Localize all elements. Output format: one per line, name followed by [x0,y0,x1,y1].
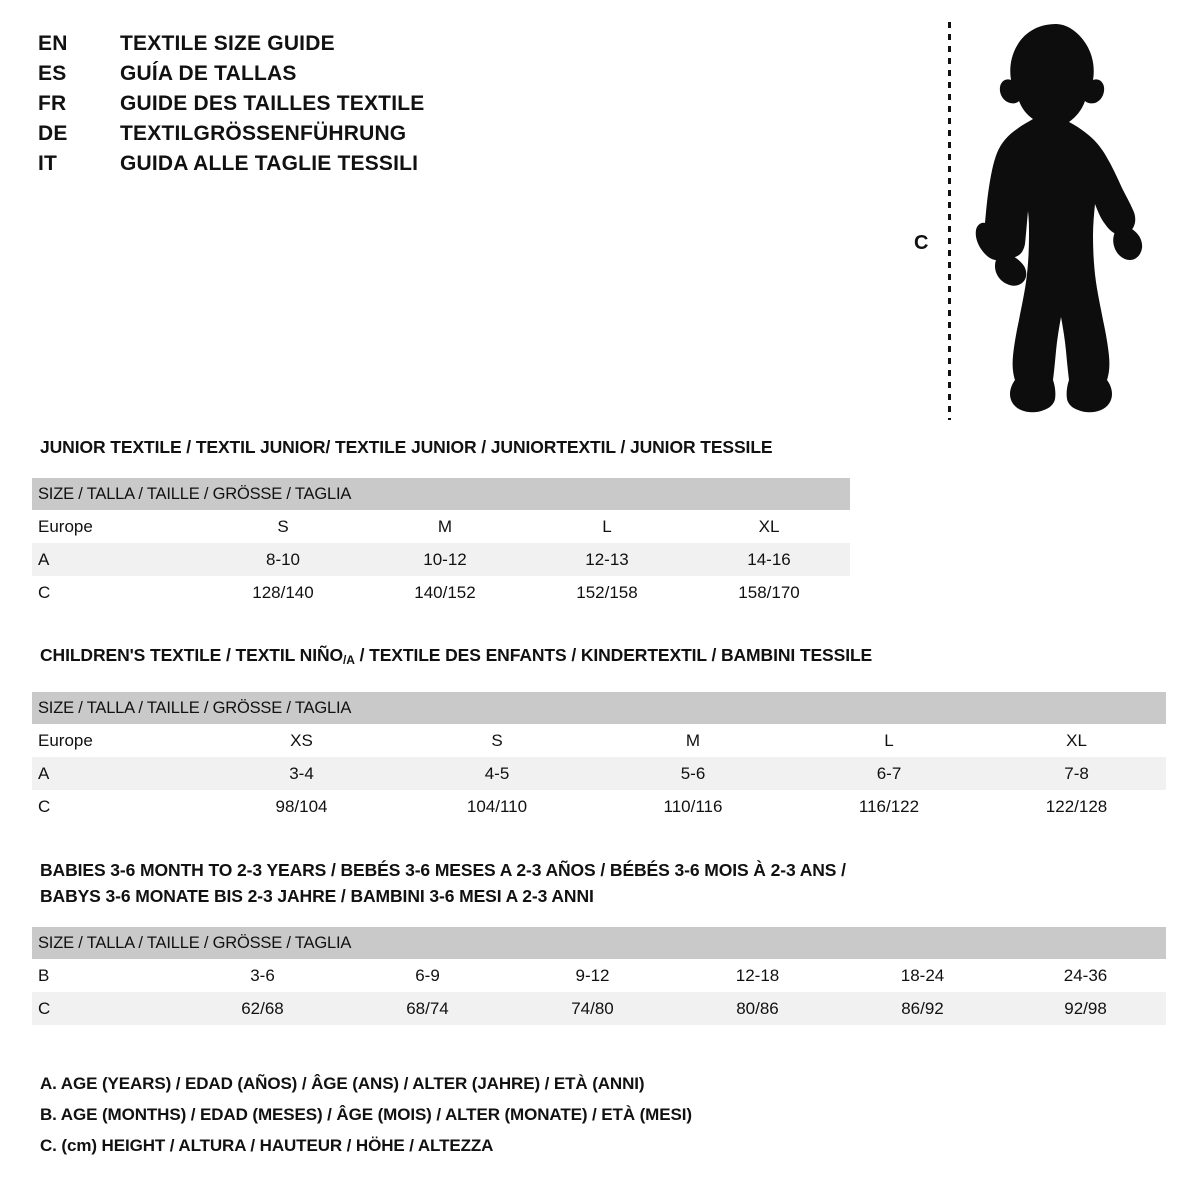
legend-line-b: B. AGE (MONTHS) / EDAD (MESES) / ÂGE (MO… [40,1105,692,1124]
junior-height-m: 140/152 [364,576,526,609]
children-age-m: 5-6 [595,757,791,790]
children-size-s: S [399,724,595,757]
language-row-en: EN TEXTILE SIZE GUIDE [38,32,558,62]
children-age-xl: 7-8 [987,757,1167,790]
children-table-bar-row: SIZE / TALLA / TAILLE / GRÖSSE / TAGLIA [32,692,1167,724]
babies-height-1: 62/68 [180,992,345,1025]
junior-size-xl: XL [688,510,851,543]
height-measure-label: C [914,232,929,254]
language-code-it: IT [38,152,58,175]
table-row: C 128/140 140/152 152/158 158/170 [32,576,851,609]
babies-row-label-c: C [32,992,180,1025]
babies-height-2: 68/74 [345,992,510,1025]
legend-line-a: A. AGE (YEARS) / EDAD (AÑOS) / ÂGE (ANS)… [40,1074,645,1093]
babies-months-5: 18-24 [840,959,1005,992]
toddler-silhouette-icon [958,22,1158,425]
children-height-m: 110/116 [595,790,791,823]
babies-height-3: 74/80 [510,992,675,1025]
junior-size-table: SIZE / TALLA / TAILLE / GRÖSSE / TAGLIA … [32,478,851,609]
babies-size-bar-label: SIZE / TALLA / TAILLE / GRÖSSE / TAGLIA [32,927,1167,959]
section-title-babies-line2: BABYS 3-6 MONATE BIS 2-3 JAHRE / BAMBINI… [40,886,594,906]
language-row-it: IT GUIDA ALLE TAGLIE TESSILI [38,152,558,182]
babies-row-label-b: B [32,959,180,992]
table-row: Europe XS S M L XL [32,724,1167,757]
language-row-es: ES GUÍA DE TALLAS [38,62,558,92]
junior-size-l: L [526,510,688,543]
language-title-es: GUÍA DE TALLAS [120,62,297,85]
children-age-xs: 3-4 [204,757,399,790]
babies-months-3: 9-12 [510,959,675,992]
section-title-babies-line1: BABIES 3-6 MONTH TO 2-3 YEARS / BEBÉS 3-… [40,860,846,880]
children-age-s: 4-5 [399,757,595,790]
section-title-children-pre: CHILDREN'S TEXTILE / TEXTIL NIÑO [40,645,344,665]
junior-row-label-a: A [32,543,202,576]
babies-months-2: 6-9 [345,959,510,992]
height-illustration: C [900,14,1180,424]
section-title-children-post: / TEXTILE DES ENFANTS / KINDERTEXTIL / B… [354,645,873,665]
children-row-label-a: A [32,757,204,790]
table-row: C 62/68 68/74 74/80 80/86 86/92 92/98 [32,992,1167,1025]
junior-size-s: S [202,510,364,543]
children-row-label-c: C [32,790,204,823]
children-height-xl: 122/128 [987,790,1167,823]
language-title-en: TEXTILE SIZE GUIDE [120,32,335,55]
junior-row-label-europe: Europe [32,510,202,543]
junior-height-s: 128/140 [202,576,364,609]
junior-age-s: 8-10 [202,543,364,576]
table-row: A 3-4 4-5 5-6 6-7 7-8 [32,757,1167,790]
babies-height-4: 80/86 [675,992,840,1025]
babies-height-6: 92/98 [1005,992,1167,1025]
legend: A. AGE (YEARS) / EDAD (AÑOS) / ÂGE (ANS)… [40,1068,692,1161]
legend-line-c: C. (cm) HEIGHT / ALTURA / HAUTEUR / HÖHE… [40,1136,494,1155]
junior-age-m: 10-12 [364,543,526,576]
language-title-it: GUIDA ALLE TAGLIE TESSILI [120,152,419,175]
junior-height-xl: 158/170 [688,576,851,609]
babies-months-6: 24-36 [1005,959,1167,992]
language-row-de: DE TEXTILGRÖSSENFÜHRUNG [38,122,558,152]
language-row-fr: FR GUIDE DES TAILLES TEXTILE [38,92,558,122]
height-dotted-line [948,22,951,420]
junior-table-bar-row: SIZE / TALLA / TAILLE / GRÖSSE / TAGLIA [32,478,851,510]
language-title-de: TEXTILGRÖSSENFÜHRUNG [120,122,407,145]
babies-months-1: 3-6 [180,959,345,992]
language-header: EN TEXTILE SIZE GUIDE ES GUÍA DE TALLAS … [38,32,558,182]
table-row: A 8-10 10-12 12-13 14-16 [32,543,851,576]
babies-height-5: 86/92 [840,992,1005,1025]
junior-age-xl: 14-16 [688,543,851,576]
table-row: B 3-6 6-9 9-12 12-18 18-24 24-36 [32,959,1167,992]
section-title-junior: JUNIOR TEXTILE / TEXTIL JUNIOR/ TEXTILE … [40,437,773,457]
junior-row-label-c: C [32,576,202,609]
children-height-l: 116/122 [791,790,987,823]
children-size-bar-label: SIZE / TALLA / TAILLE / GRÖSSE / TAGLIA [32,692,1167,724]
language-code-fr: FR [38,92,67,115]
children-size-table: SIZE / TALLA / TAILLE / GRÖSSE / TAGLIA … [32,692,1167,823]
children-size-xl: XL [987,724,1167,757]
babies-table-bar-row: SIZE / TALLA / TAILLE / GRÖSSE / TAGLIA [32,927,1167,959]
junior-size-m: M [364,510,526,543]
section-title-children: CHILDREN'S TEXTILE / TEXTIL NIÑO/A / TEX… [40,645,872,667]
children-size-m: M [595,724,791,757]
babies-months-4: 12-18 [675,959,840,992]
junior-size-bar-label: SIZE / TALLA / TAILLE / GRÖSSE / TAGLIA [32,478,851,510]
children-height-xs: 98/104 [204,790,399,823]
junior-height-l: 152/158 [526,576,688,609]
language-code-de: DE [38,122,68,145]
table-row: Europe S M L XL [32,510,851,543]
children-row-label-europe: Europe [32,724,204,757]
language-code-en: EN [38,32,68,55]
babies-size-table: SIZE / TALLA / TAILLE / GRÖSSE / TAGLIA … [32,927,1167,1025]
section-title-children-sub: /A [343,653,355,667]
children-height-s: 104/110 [399,790,595,823]
children-size-xs: XS [204,724,399,757]
language-title-fr: GUIDE DES TAILLES TEXTILE [120,92,425,115]
children-age-l: 6-7 [791,757,987,790]
children-size-l: L [791,724,987,757]
junior-age-l: 12-13 [526,543,688,576]
language-code-es: ES [38,62,67,85]
table-row: C 98/104 104/110 110/116 116/122 122/128 [32,790,1167,823]
